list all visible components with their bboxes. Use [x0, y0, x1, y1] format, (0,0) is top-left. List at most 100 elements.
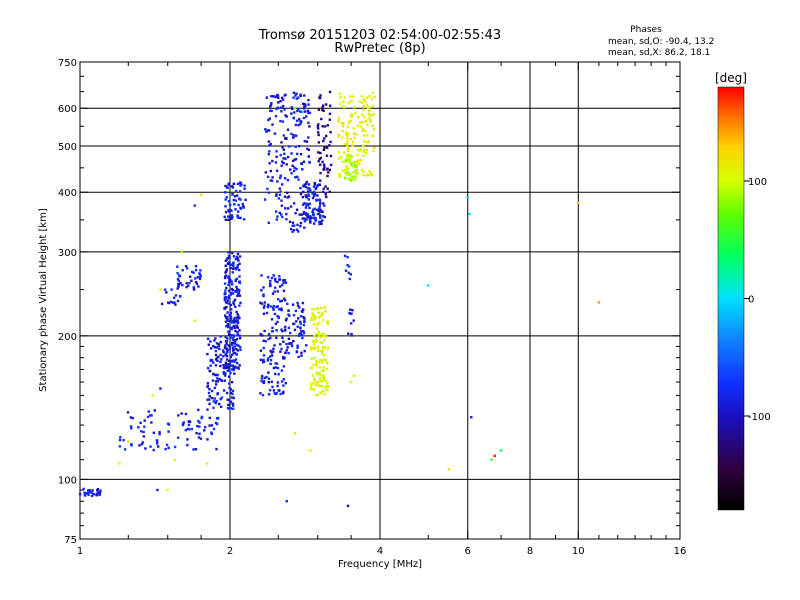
- data-point: [269, 362, 272, 366]
- data-point: [227, 302, 230, 305]
- data-point: [285, 136, 288, 140]
- data-point: [321, 160, 324, 164]
- data-point: [310, 385, 313, 389]
- x-tick-label: 1: [77, 546, 83, 557]
- data-point: [265, 375, 268, 379]
- data-point: [219, 360, 222, 364]
- data-point: [292, 229, 296, 232]
- data-point: [302, 330, 305, 333]
- data-point: [203, 429, 206, 432]
- data-point: [182, 421, 185, 424]
- data-point: [280, 308, 283, 312]
- data-point: [268, 355, 272, 358]
- data-point: [291, 164, 294, 167]
- data-point: [345, 134, 349, 137]
- data-point: [271, 292, 275, 295]
- data-point: [225, 296, 228, 299]
- data-point: [198, 432, 201, 435]
- y-tick-label: 750: [58, 58, 77, 69]
- data-point: [209, 340, 212, 343]
- data-point: [234, 208, 237, 211]
- data-point: [281, 96, 284, 100]
- data-point: [192, 271, 195, 274]
- data-point: [311, 374, 315, 377]
- data-point: [153, 409, 156, 412]
- data-point: [232, 368, 235, 372]
- data-point: [304, 213, 308, 216]
- data-point: [299, 110, 302, 113]
- data-point: [195, 282, 199, 286]
- data-point: [231, 251, 234, 255]
- data-point: [279, 174, 282, 177]
- data-point: [194, 277, 197, 280]
- data-point: [215, 356, 219, 360]
- data-point: [219, 353, 222, 357]
- data-point: [283, 299, 287, 302]
- data-point: [343, 176, 347, 180]
- data-point: [366, 134, 369, 137]
- data-point: [296, 152, 299, 156]
- data-point: [228, 362, 231, 366]
- data-point: [356, 153, 359, 156]
- data-point: [316, 185, 319, 188]
- data-point: [228, 257, 231, 260]
- data-point: [343, 151, 346, 154]
- data-point: [277, 298, 280, 301]
- data-point: [231, 271, 234, 274]
- data-point: [321, 375, 324, 379]
- data-point: [297, 107, 300, 111]
- data-point: [309, 366, 313, 369]
- data-point: [346, 137, 349, 140]
- data-point: [158, 433, 161, 436]
- data-point: [274, 277, 277, 281]
- data-point: [362, 98, 366, 101]
- data-point: [268, 144, 271, 147]
- data-point: [366, 96, 369, 99]
- data-point: [370, 97, 373, 100]
- data-point: [276, 94, 280, 97]
- data-point: [267, 140, 271, 143]
- data-point: [321, 313, 325, 316]
- data-point: [225, 196, 228, 199]
- data-point: [244, 198, 247, 202]
- data-point: [276, 381, 280, 384]
- data-point: [223, 366, 226, 370]
- data-point: [298, 118, 301, 121]
- data-point: [234, 305, 237, 308]
- data-point: [321, 373, 324, 377]
- data-point: [196, 424, 199, 428]
- data-point: [343, 143, 346, 146]
- data-point: [308, 125, 311, 128]
- data-point: [289, 331, 292, 335]
- data-point: [304, 110, 307, 113]
- data-point: [268, 162, 271, 165]
- data-point: [206, 462, 209, 465]
- data-point: [308, 219, 312, 222]
- data-point: [315, 364, 319, 368]
- data-point: [173, 458, 176, 461]
- data-point: [282, 134, 285, 137]
- data-point: [337, 133, 340, 137]
- data-point: [230, 291, 233, 295]
- data-point: [223, 364, 227, 367]
- data-point: [276, 180, 279, 183]
- data-point: [198, 421, 201, 424]
- data-point: [281, 183, 284, 186]
- data-point: [227, 366, 230, 369]
- data-point: [287, 342, 291, 345]
- data-point: [274, 286, 277, 289]
- data-point: [95, 492, 99, 496]
- data-point: [262, 346, 265, 350]
- data-point: [274, 115, 278, 118]
- data-point: [302, 331, 306, 335]
- data-point: [292, 322, 296, 325]
- data-point: [318, 157, 321, 161]
- data-point: [311, 312, 314, 315]
- data-point: [306, 204, 309, 207]
- data-point: [157, 445, 160, 448]
- data-point: [351, 95, 355, 98]
- data-point: [322, 167, 326, 171]
- data-point: [241, 204, 245, 208]
- data-point: [317, 123, 320, 126]
- data-point: [317, 330, 320, 334]
